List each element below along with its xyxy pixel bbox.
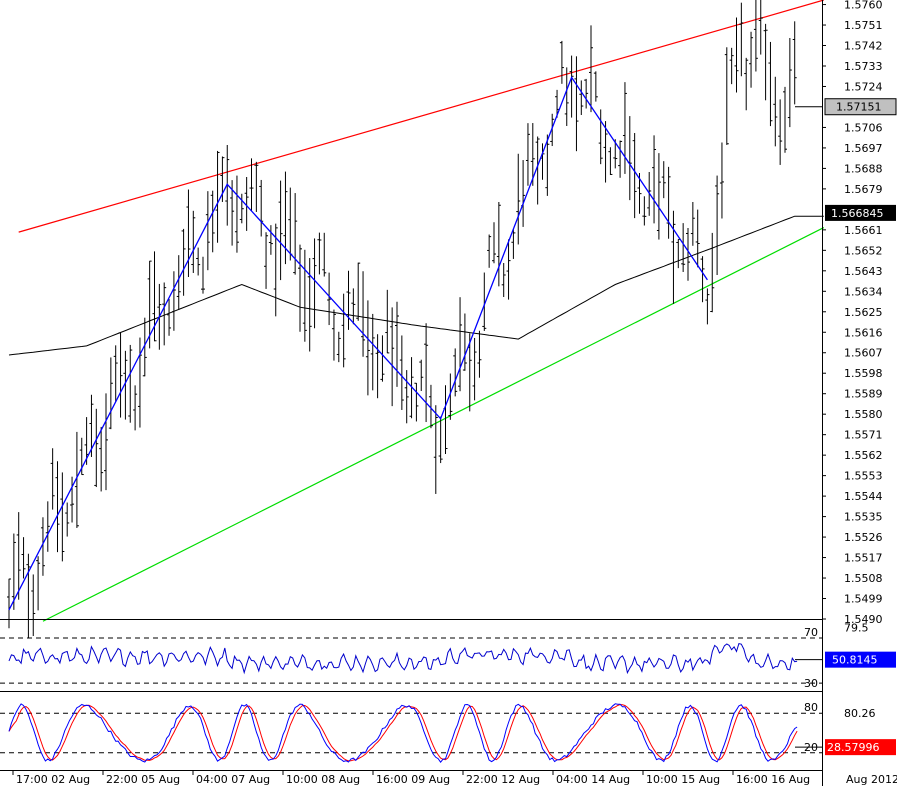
price-axis-label: 1.5598 — [844, 367, 883, 380]
moving-average-value-label: 1.566845 — [831, 207, 884, 220]
time-axis-label: 22:00 05 Aug — [106, 773, 180, 786]
time-axis-label: 10:00 15 Aug — [646, 773, 720, 786]
price-axis-label: 1.5499 — [844, 593, 883, 606]
price-axis-label: 1.5652 — [844, 244, 883, 257]
time-axis-label: 16:00 09 Aug — [376, 773, 450, 786]
price-axis-label: 1.5643 — [844, 265, 883, 278]
stoch-value-box — [825, 739, 896, 756]
price-axis-label: 1.5517 — [844, 552, 883, 565]
time-axis-label: 16:00 16 Aug — [736, 773, 810, 786]
price-axis-label: 1.5742 — [844, 40, 883, 53]
price-axis-label: 1.5508 — [844, 572, 883, 585]
price-axis-label: 1.5697 — [844, 142, 883, 155]
rsi-line — [8, 642, 798, 675]
price-axis-label: 1.5760 — [844, 0, 883, 12]
price-axis-label: 1.5490 — [844, 613, 883, 626]
current-price-label: 1.57151 — [836, 101, 882, 114]
moving-average-line — [8, 215, 824, 356]
rsi-level-label: 30 — [804, 677, 818, 690]
price-axis-label: 1.5607 — [844, 347, 883, 360]
price-axis-label: 1.5535 — [844, 511, 883, 524]
pattern-zigzag-line — [8, 75, 708, 611]
current-price-box — [824, 98, 897, 116]
rsi-value-label: 50.8145 — [832, 654, 878, 667]
time-axis-period-label: Aug 2012 — [846, 773, 897, 786]
stoch-value-label: 28.57996 — [827, 741, 880, 754]
price-axis-label: 1.5751 — [844, 19, 883, 32]
rsi-level-label: 70 — [804, 626, 818, 639]
stoch-k-line — [8, 703, 798, 764]
ohlc-bars — [7, 0, 797, 639]
rsi-axis-label: 79.5 — [844, 621, 869, 634]
resistance-trendline — [18, 0, 824, 233]
price-axis-label: 1.5553 — [844, 470, 883, 483]
price-axis-label: 1.5634 — [844, 285, 883, 298]
time-axis-label: 04:00 14 Aug — [556, 773, 630, 786]
support-trendline — [42, 227, 825, 622]
moving-average-value-box — [825, 204, 896, 221]
price-axis-label: 1.5616 — [844, 326, 883, 339]
price-axis-label: 1.5580 — [844, 408, 883, 421]
price-axis-label: 1.5688 — [844, 162, 883, 175]
price-axis-label: 1.5733 — [844, 60, 883, 73]
price-axis-label: 1.5589 — [844, 388, 883, 401]
price-axis-label: 1.5562 — [844, 449, 883, 462]
price-axis-label: 1.5544 — [844, 490, 883, 503]
price-axis-label: 1.5661 — [844, 224, 883, 237]
stoch-level-label: 80 — [804, 701, 818, 714]
price-axis-label: 1.5526 — [844, 531, 883, 544]
price-axis-label: 1.5571 — [844, 429, 883, 442]
rsi-value-box — [825, 651, 896, 668]
stoch-d-line — [8, 703, 798, 762]
time-axis-label: 10:00 08 Aug — [286, 773, 360, 786]
price-axis-label: 1.5625 — [844, 306, 883, 319]
time-axis-label: 22:00 12 Aug — [466, 773, 540, 786]
stoch-axis-label: 80.26 — [844, 707, 876, 720]
time-axis-label: 04:00 07 Aug — [196, 773, 270, 786]
time-axis-label: 17:00 02 Aug — [16, 773, 90, 786]
price-axis-label: 1.5724 — [844, 80, 883, 93]
price-axis-label: 1.5679 — [844, 183, 883, 196]
price-axis-label: 1.5706 — [844, 121, 883, 134]
